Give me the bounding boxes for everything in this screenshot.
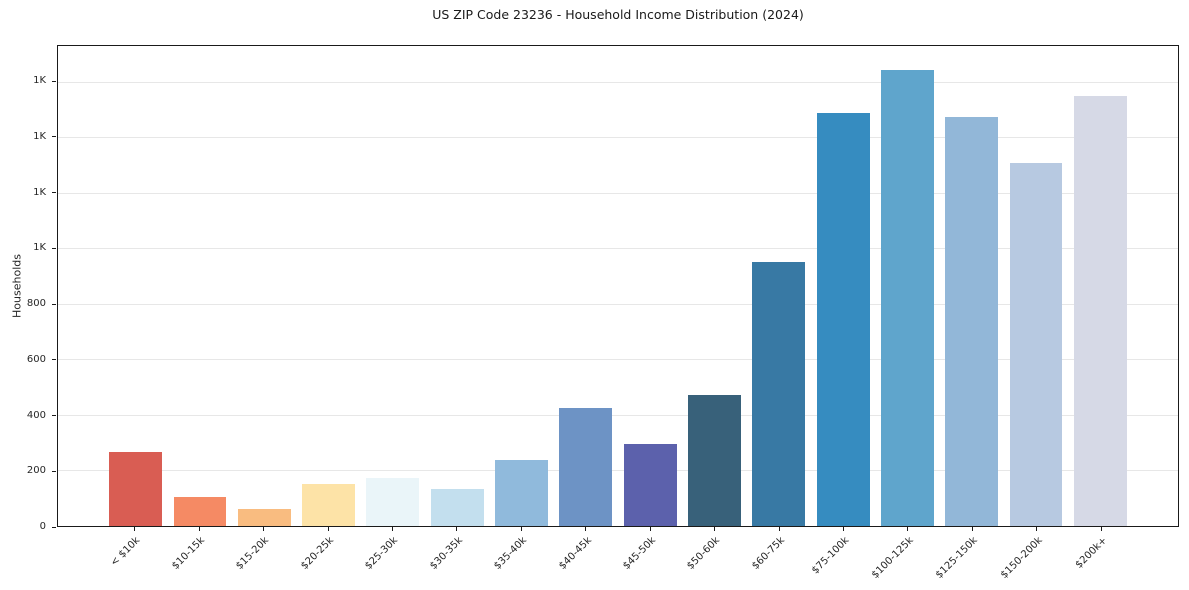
plot-area [57, 45, 1179, 527]
x-tick-label: $10-15k [170, 535, 207, 572]
x-tick-mark [520, 527, 522, 531]
x-tick-label: $50-60k [685, 535, 723, 572]
x-tick-label: $150-200k [998, 535, 1045, 581]
bar-9 [623, 443, 677, 526]
chart-title: US ZIP Code 23236 - Household Income Dis… [432, 7, 804, 22]
y-tick-label: 800 [26, 298, 46, 310]
y-tick-mark [52, 526, 56, 528]
y-tick-label: 0 [39, 521, 46, 532]
x-tick-label: $45-50k [621, 535, 658, 572]
y-tick-mark [52, 470, 56, 472]
x-tick-label: $25-30k [363, 535, 401, 572]
bar-10 [688, 394, 741, 526]
x-tick-mark [456, 527, 458, 531]
x-tick-label: $60-75k [749, 535, 787, 572]
y-tick-label: 600 [26, 353, 46, 365]
y-tick-label: 200 [26, 465, 46, 477]
y-tick-mark [52, 359, 56, 361]
bar-7 [495, 459, 548, 526]
bar-8 [559, 407, 613, 526]
bar-2 [173, 496, 227, 526]
y-tick-label: 1K [33, 242, 46, 254]
x-tick-mark [1100, 527, 1102, 531]
bar-15 [1009, 163, 1063, 526]
x-tick-mark [391, 527, 393, 531]
x-tick-label: $20-25k [298, 535, 336, 572]
x-tick-label: $40-45k [556, 535, 594, 572]
x-tick-label: $75-100k [809, 535, 852, 577]
x-tick-mark [907, 527, 909, 531]
gridline [58, 248, 1178, 250]
x-axis: < $10k $10-15k $15-20k $20-25k $25-30k $30-35… [57, 527, 1179, 590]
x-tick-mark [971, 527, 973, 531]
bar-3 [237, 508, 291, 526]
x-tick-mark [1036, 527, 1038, 531]
gridline [58, 192, 1178, 194]
gridline [58, 303, 1178, 305]
x-tick-label: $35-40k [492, 535, 530, 572]
x-tick-label: $125-150k [934, 535, 981, 581]
bar-13 [880, 69, 934, 526]
x-tick-mark [585, 527, 587, 531]
y-tick-mark [52, 303, 56, 305]
y-axis: 0 200 400 600 800 1K 1K 1K 1K [0, 45, 57, 532]
bar-12 [816, 112, 870, 526]
x-tick-mark [198, 527, 200, 531]
x-tick-mark [714, 527, 716, 531]
y-tick-label: 1K [33, 75, 46, 87]
x-tick-mark [263, 527, 265, 531]
bar-6 [430, 488, 484, 526]
y-tick-mark [52, 80, 56, 82]
gridline [58, 359, 1178, 361]
x-tick-label: $200k+ [1073, 535, 1110, 571]
gridline [58, 137, 1178, 139]
x-tick-mark [327, 527, 329, 531]
bar-16 [1073, 95, 1127, 526]
gridline [58, 81, 1178, 83]
x-tick-mark [649, 527, 651, 531]
gridline [58, 470, 1178, 471]
y-tick-mark [52, 415, 56, 417]
gridline [58, 414, 1178, 416]
bar-11 [752, 262, 806, 526]
x-tick-mark [843, 527, 844, 531]
y-tick-label: 1K [33, 186, 46, 198]
x-tick-label: < $10k [109, 535, 143, 569]
bar-1 [109, 451, 163, 526]
x-tick-label: $30-35k [427, 535, 465, 572]
y-tick-mark [52, 247, 56, 249]
x-tick-label: $100-125k [869, 535, 916, 581]
bar-4 [302, 483, 355, 526]
x-tick-label: $15-20k [234, 535, 272, 572]
y-tick-label: 400 [26, 409, 46, 421]
bar-14 [945, 116, 999, 526]
bar-5 [366, 478, 420, 526]
y-tick-label: 1K [33, 130, 46, 142]
x-tick-mark [778, 527, 780, 531]
y-tick-mark [52, 136, 56, 138]
x-tick-mark [134, 527, 136, 531]
y-tick-mark [52, 192, 56, 194]
